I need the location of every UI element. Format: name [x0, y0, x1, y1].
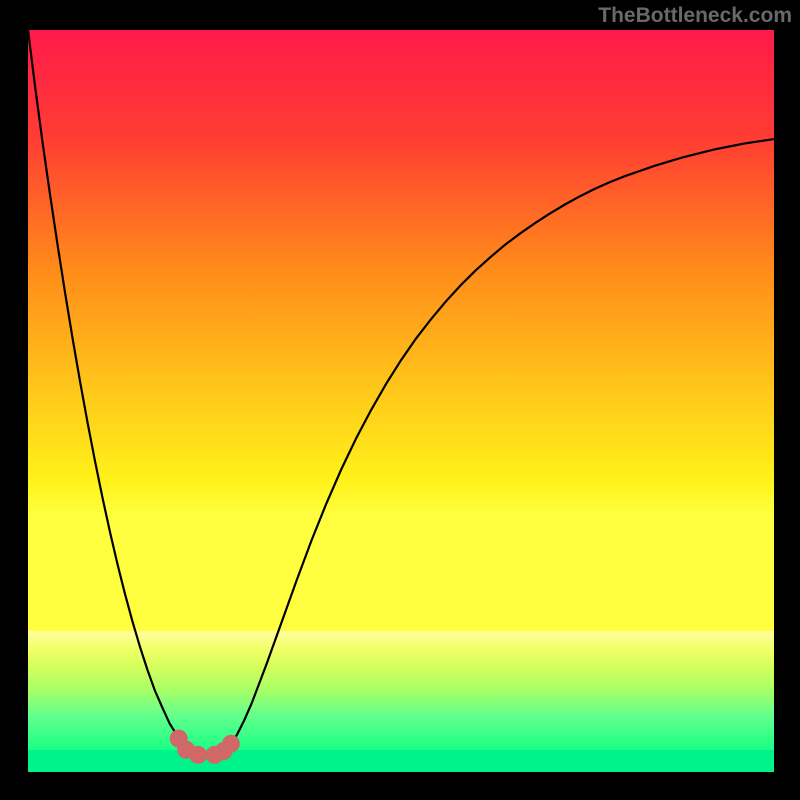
plot-area [28, 30, 774, 772]
bottleneck-curve [28, 30, 774, 756]
watermark-text: TheBottleneck.com [598, 4, 792, 28]
chart-frame: TheBottleneck.com [0, 0, 800, 800]
dip-marker [222, 735, 240, 753]
dip-marker [189, 746, 207, 764]
chart-svg [28, 30, 774, 772]
dip-markers-group [170, 730, 240, 764]
